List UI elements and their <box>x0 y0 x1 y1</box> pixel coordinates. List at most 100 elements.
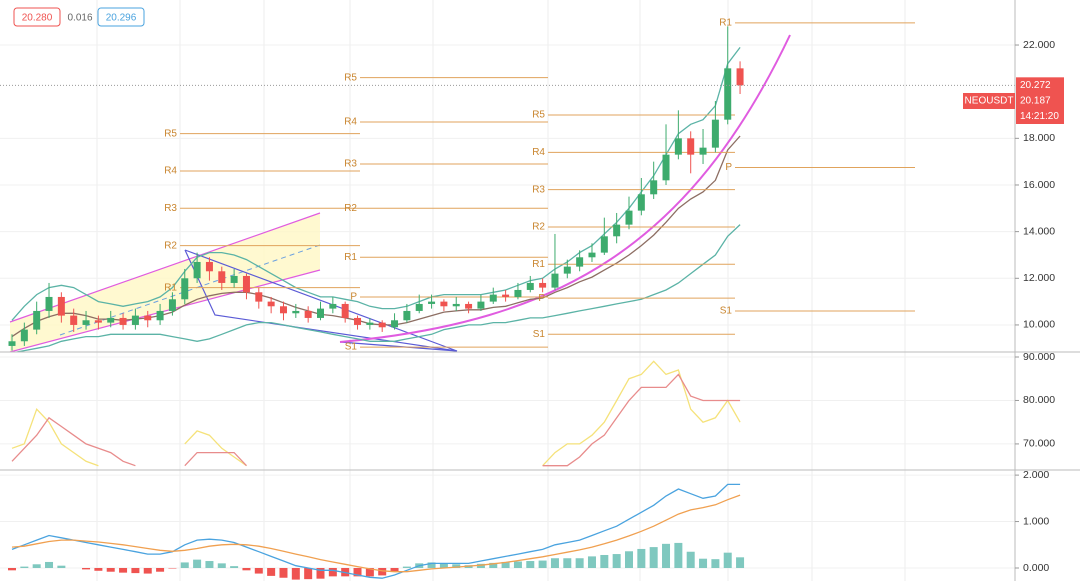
histogram-bar <box>612 554 621 568</box>
candle-body <box>600 236 608 253</box>
histogram-bar <box>390 567 399 572</box>
second-price-label: 20.187 <box>1020 96 1051 107</box>
candle-body <box>267 301 275 307</box>
histogram-bar <box>353 567 362 577</box>
histogram-bar <box>82 567 91 570</box>
histogram-bar <box>662 543 671 568</box>
pivot-label: R1 <box>164 282 177 293</box>
y-tick-label: 80.000 <box>1023 394 1055 406</box>
candle-body <box>736 68 744 86</box>
symbol-label: NEOUSDT <box>965 96 1014 107</box>
pivot-label: R1 <box>532 259 545 270</box>
candle-body <box>489 294 497 302</box>
price-tags: 20.272 NEOUSDT 20.187 14:21:20 <box>963 77 1064 124</box>
histogram-bar <box>575 558 584 568</box>
candle-body <box>452 303 460 307</box>
macd-panel <box>8 483 745 580</box>
pivot-label: R3 <box>164 203 177 214</box>
histogram-bar <box>550 558 559 568</box>
candle-body <box>33 310 41 330</box>
pivot-label: S1 <box>345 342 358 353</box>
histogram-bar <box>131 567 140 574</box>
candle-body <box>181 278 189 300</box>
histogram-bar <box>427 562 436 568</box>
candle-body <box>526 282 534 290</box>
candle-body <box>292 310 300 314</box>
line-series <box>11 494 741 573</box>
pivot-label: R3 <box>532 184 545 195</box>
bid: 20.280 <box>22 13 53 24</box>
histogram-bar <box>119 567 128 573</box>
line-series <box>11 483 741 579</box>
spread: 0.016 <box>67 13 92 24</box>
histogram-bar <box>291 567 300 580</box>
candle-body <box>8 341 16 346</box>
candle-body <box>70 315 78 325</box>
candle-body <box>20 329 28 342</box>
candle-body <box>625 210 633 225</box>
candle-body <box>218 271 226 283</box>
histogram-bar <box>32 564 41 568</box>
histogram-bar <box>489 562 498 568</box>
pivot-label: S1 <box>533 329 546 340</box>
histogram-bar <box>143 567 152 574</box>
ask-box <box>97 7 145 27</box>
y-tick-label: 90.000 <box>1023 351 1055 363</box>
pivot-label: R5 <box>344 72 357 83</box>
header: 20.280 0.016 20.296 <box>13 7 145 27</box>
histogram-bar <box>365 567 374 577</box>
line-series <box>13 224 741 352</box>
line-series <box>11 373 741 467</box>
candle-body <box>711 119 719 148</box>
histogram-bar <box>94 567 103 571</box>
candle-body <box>119 317 127 325</box>
pivot-label: R4 <box>532 147 545 158</box>
histogram-bar <box>452 564 461 568</box>
histogram-bar <box>637 548 646 568</box>
y-tick-label: 0.000 <box>1023 562 1049 574</box>
histogram-bar <box>230 566 239 568</box>
pivot-label: P <box>350 292 357 303</box>
histogram-bar <box>57 565 66 568</box>
histogram-bar <box>587 556 596 568</box>
pivot-label: S1 <box>720 306 733 317</box>
price-panel: R5 R4 R3 R2 R1 R5 R4 R3 R2 R1 P S1 R5 R4 R3 R2 R1 P S1 R1 P S… <box>0 18 1015 353</box>
histogram-bar <box>563 558 572 568</box>
histogram-bar <box>402 566 411 568</box>
vertical-grid <box>96 0 906 581</box>
histogram-bar <box>711 559 720 568</box>
candle-body <box>391 320 399 328</box>
candle-body <box>613 224 621 237</box>
drawings <box>9 34 791 352</box>
candle-body <box>563 266 571 274</box>
histogram-bar <box>8 567 16 571</box>
histogram-bar <box>736 557 745 568</box>
pivot-label: R4 <box>344 117 357 128</box>
pivot-label: P <box>538 293 545 304</box>
candle-body <box>514 289 522 297</box>
y-tick-label: 16.000 <box>1023 179 1055 191</box>
candle-body <box>329 303 337 309</box>
candle-body <box>317 308 324 318</box>
candle-body <box>662 154 670 181</box>
histogram-bar <box>217 563 226 568</box>
candle-body <box>687 138 695 155</box>
candle-body <box>255 292 263 302</box>
histogram-bar <box>600 554 609 568</box>
pivot-label: R2 <box>164 240 177 251</box>
pivot-label: R2 <box>532 222 545 233</box>
candle-body <box>465 303 473 309</box>
candle-body <box>378 322 386 328</box>
histogram-bar <box>501 561 510 568</box>
candle-body <box>341 303 349 318</box>
line-series <box>11 47 741 321</box>
histogram-bar <box>439 563 448 568</box>
pivot-label: R2 <box>344 203 357 214</box>
pivot-label: R5 <box>532 110 545 121</box>
candle-body <box>724 68 732 120</box>
histogram-bar <box>538 560 547 568</box>
histogram-bar <box>205 561 214 568</box>
histogram-bar <box>723 552 732 568</box>
candle-body <box>156 310 164 321</box>
